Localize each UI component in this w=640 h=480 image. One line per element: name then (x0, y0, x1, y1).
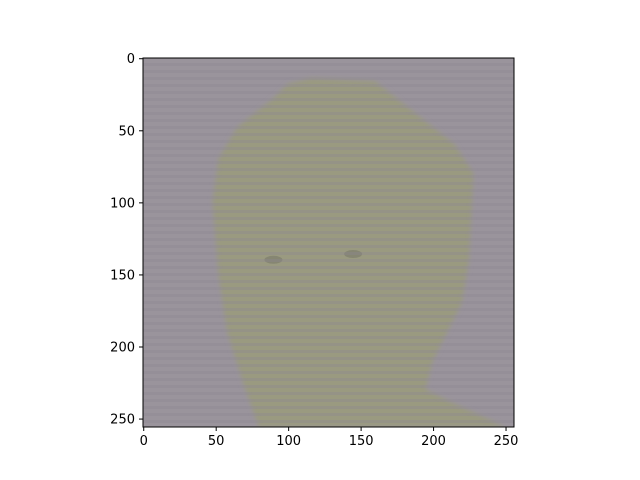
x-tick-label: 50 (208, 434, 225, 449)
scanline-overlay (143, 58, 514, 427)
y-axis: 0 50 100 150 200 250 (110, 52, 143, 428)
x-tick-label: 0 (140, 434, 148, 449)
y-tick-label: 250 (110, 413, 135, 428)
x-tick-label: 150 (349, 434, 374, 449)
y-tick-label: 100 (110, 196, 135, 211)
y-tick-label: 200 (110, 341, 135, 356)
y-tick-label: 50 (118, 124, 135, 139)
x-tick-label: 250 (494, 434, 519, 449)
image-display (143, 58, 514, 427)
y-tick-label: 150 (110, 268, 135, 283)
axes-frame (142, 57, 515, 428)
x-axis: 0 50 100 150 200 250 (140, 427, 519, 449)
x-tick-label: 200 (421, 434, 446, 449)
x-tick-label: 100 (276, 434, 301, 449)
y-tick-label: 0 (127, 52, 135, 67)
